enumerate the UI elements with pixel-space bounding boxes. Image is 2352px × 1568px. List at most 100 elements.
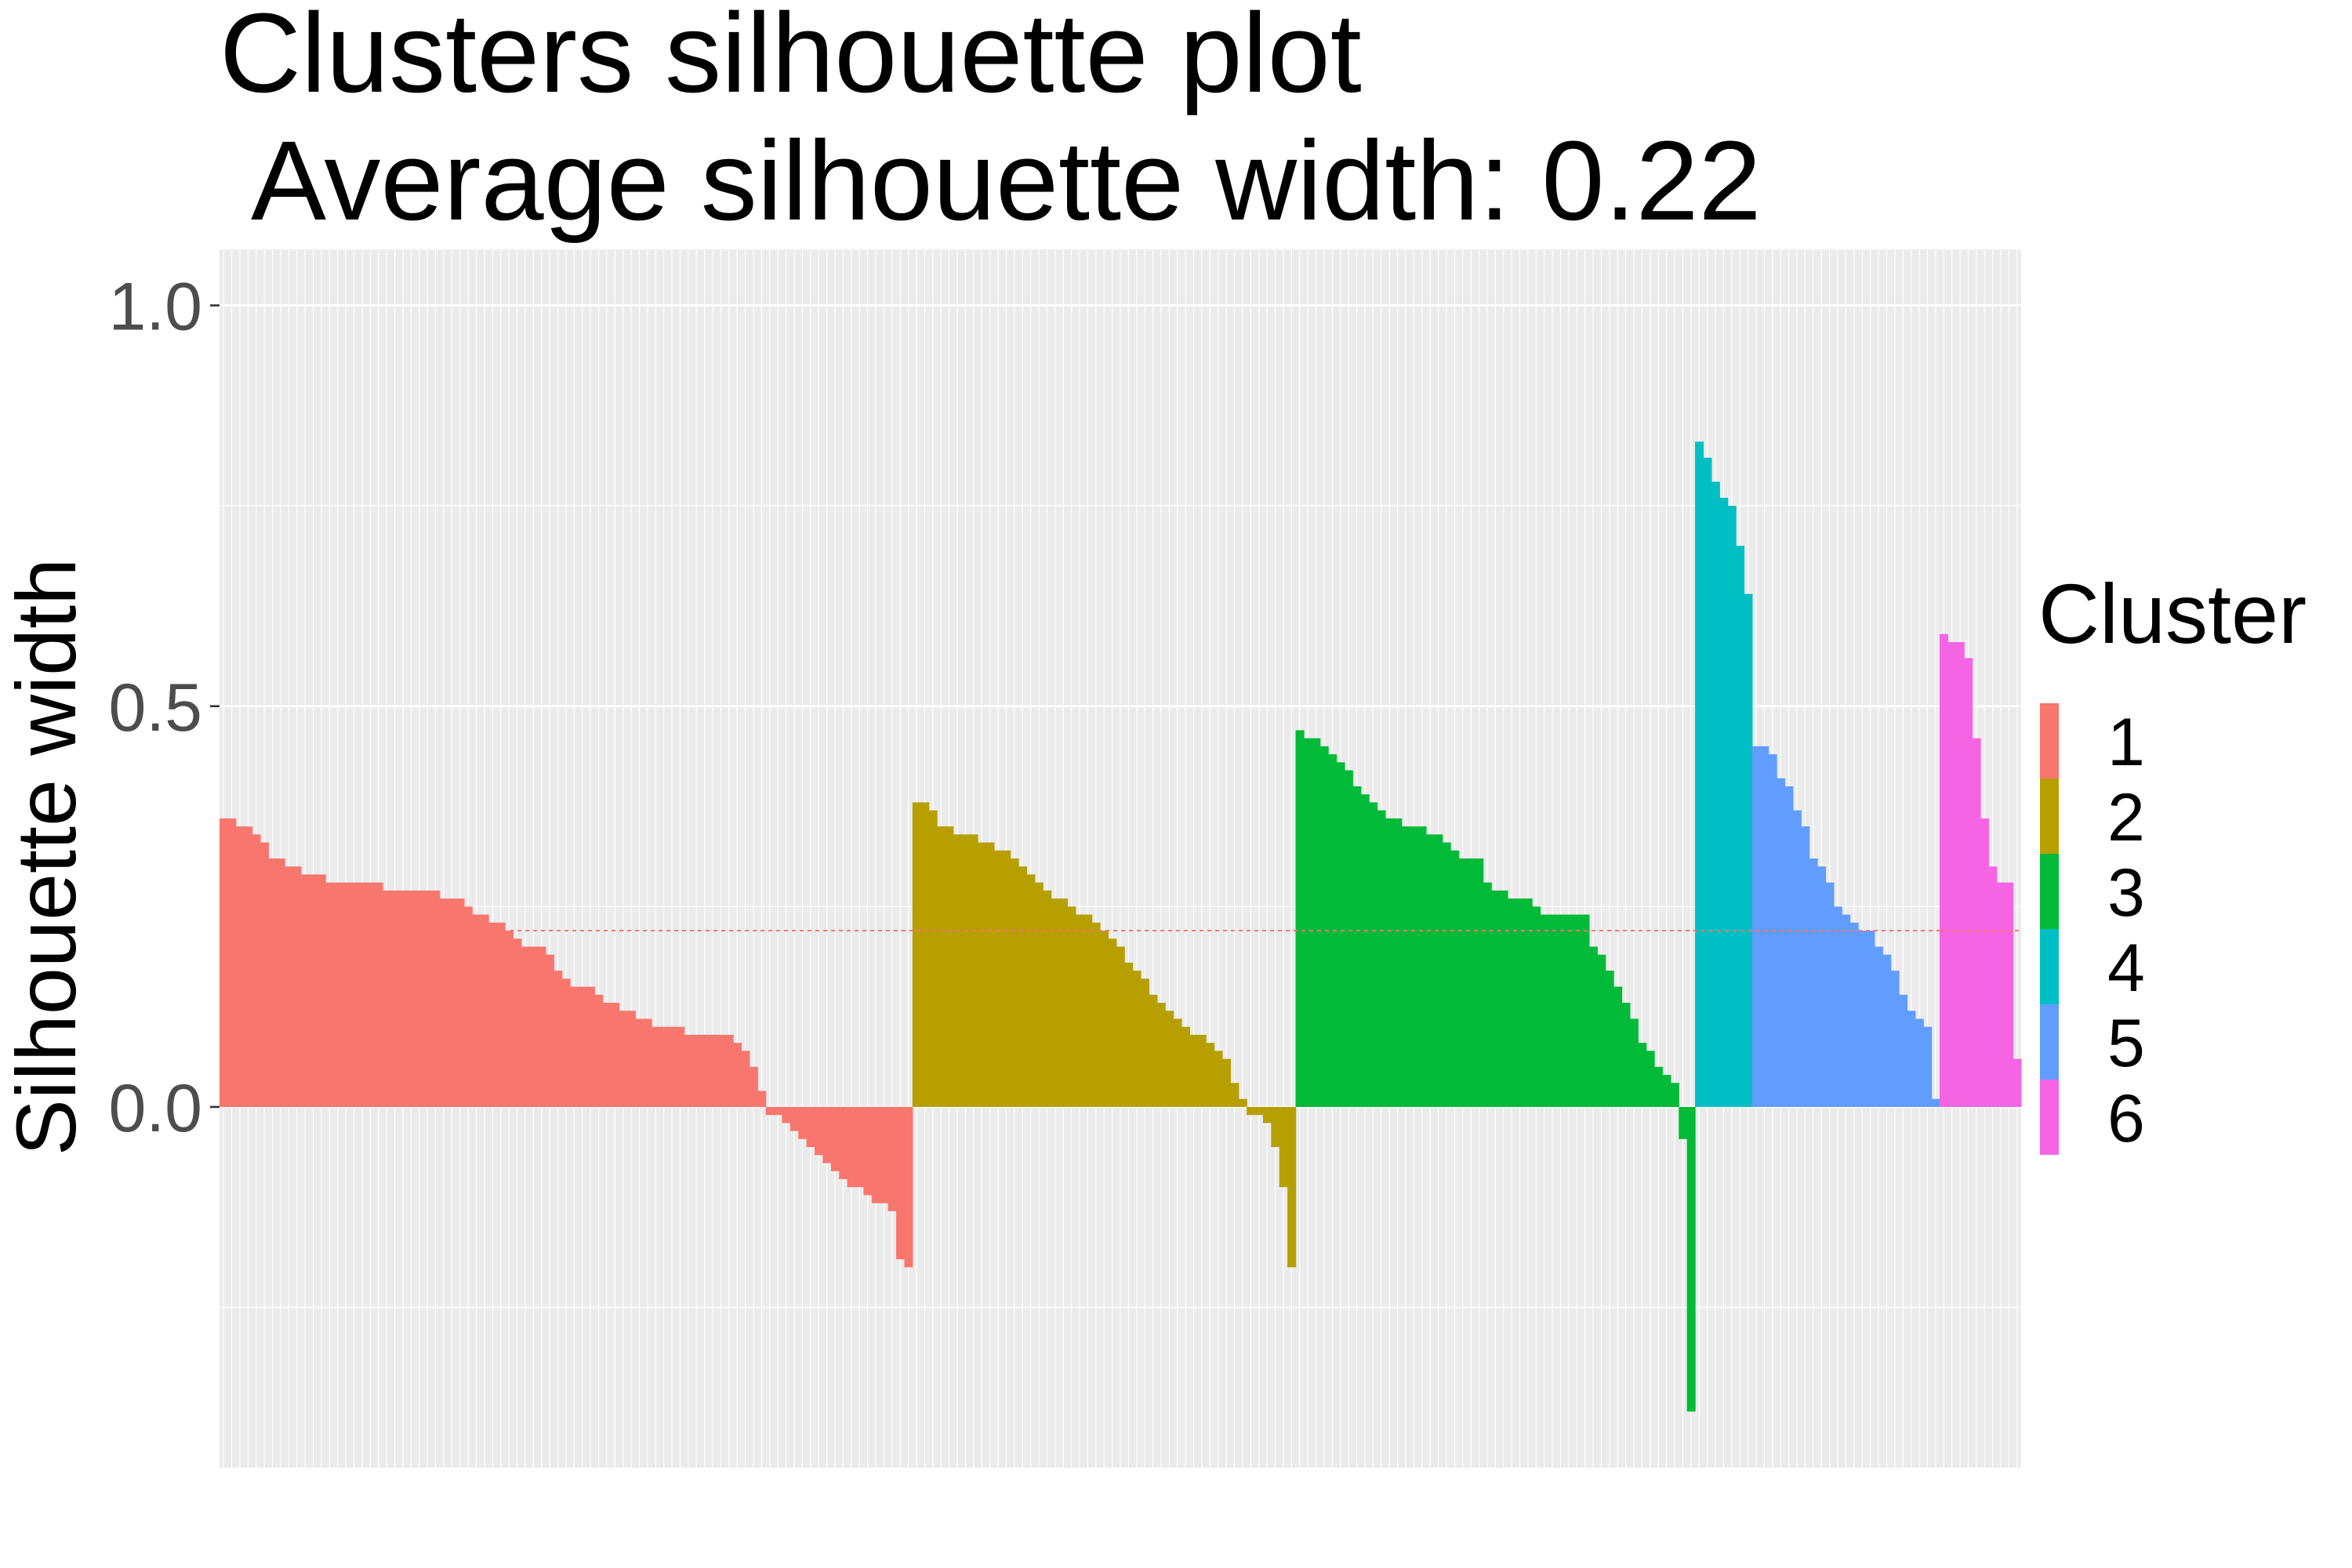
silhouette-bar-cluster-6 xyxy=(1940,633,1949,1107)
chart-subtitle: Average silhouette width: 0.22 xyxy=(251,118,1762,244)
silhouette-bar-cluster-5 xyxy=(1931,1098,1940,1107)
silhouette-bar-cluster-3 xyxy=(1646,1051,1655,1107)
legend-key-cluster-5 xyxy=(2040,1004,2059,1080)
silhouette-bar-cluster-1 xyxy=(602,1003,612,1107)
silhouette-bar-cluster-1 xyxy=(887,1106,897,1211)
silhouette-bar-cluster-3 xyxy=(1556,914,1566,1107)
silhouette-bar-cluster-2 xyxy=(1189,1034,1199,1107)
silhouette-bar-cluster-3 xyxy=(1450,850,1460,1107)
silhouette-bar-cluster-2 xyxy=(969,834,978,1107)
y-tick-label: 0.5 xyxy=(108,670,202,746)
legend-label-cluster-1: 1 xyxy=(2107,705,2145,780)
silhouette-bar-cluster-1 xyxy=(896,1106,906,1260)
silhouette-bar-cluster-1 xyxy=(398,890,408,1107)
silhouette-bar-cluster-4 xyxy=(1727,506,1737,1107)
silhouette-bar-cluster-1 xyxy=(439,898,448,1107)
silhouette-bar-cluster-2 xyxy=(1075,914,1084,1107)
silhouette-bar-cluster-1 xyxy=(652,1026,661,1107)
silhouette-bar-cluster-2 xyxy=(1059,898,1069,1107)
silhouette-bar-cluster-3 xyxy=(1458,858,1468,1107)
silhouette-bar-cluster-1 xyxy=(521,946,530,1107)
silhouette-bar-cluster-1 xyxy=(578,986,587,1107)
legend-label-cluster-4: 4 xyxy=(2107,931,2145,1006)
silhouette-bar-cluster-1 xyxy=(537,946,546,1107)
silhouette-bar-cluster-3 xyxy=(1654,1066,1664,1107)
silhouette-bar-cluster-5 xyxy=(1825,882,1835,1107)
silhouette-bar-cluster-6 xyxy=(1955,641,1965,1107)
silhouette-bar-cluster-2 xyxy=(1026,874,1036,1107)
silhouette-bar-cluster-1 xyxy=(741,1051,750,1107)
silhouette-bar-cluster-3 xyxy=(1581,914,1590,1107)
silhouette-bar-cluster-1 xyxy=(448,898,457,1107)
silhouette-bar-cluster-3 xyxy=(1442,842,1451,1107)
silhouette-bar-cluster-2 xyxy=(1100,931,1109,1107)
silhouette-bar-cluster-2 xyxy=(1197,1034,1207,1107)
silhouette-bar-cluster-1 xyxy=(480,914,489,1107)
silhouette-bar-cluster-4 xyxy=(1703,457,1712,1107)
silhouette-bar-cluster-1 xyxy=(554,971,563,1107)
legend-key-cluster-4 xyxy=(2040,929,2059,1004)
silhouette-bar-cluster-1 xyxy=(431,890,441,1107)
silhouette-bar-cluster-1 xyxy=(333,882,343,1107)
silhouette-bar-cluster-3 xyxy=(1319,746,1329,1107)
y-tick-label: 1.0 xyxy=(108,270,202,345)
silhouette-bar-cluster-1 xyxy=(839,1106,848,1179)
legend-label-cluster-2: 2 xyxy=(2107,780,2145,855)
silhouette-bar-cluster-5 xyxy=(1842,914,1851,1107)
silhouette-bar-cluster-1 xyxy=(684,1034,693,1107)
y-tick-label: 0.0 xyxy=(108,1071,202,1146)
silhouette-bar-cluster-5 xyxy=(1907,1011,1916,1107)
silhouette-bar-cluster-3 xyxy=(1434,834,1443,1107)
silhouette-bar-cluster-1 xyxy=(309,874,318,1107)
silhouette-bar-cluster-2 xyxy=(953,834,962,1107)
silhouette-bar-cluster-1 xyxy=(830,1106,840,1171)
silhouette-bar-cluster-6 xyxy=(1972,738,1981,1107)
silhouette-bar-cluster-1 xyxy=(300,874,310,1107)
silhouette-bar-cluster-3 xyxy=(1670,1083,1679,1107)
silhouette-bar-cluster-1 xyxy=(513,938,522,1107)
legend-key-cluster-2 xyxy=(2040,779,2059,854)
silhouette-bar-cluster-2 xyxy=(993,850,1003,1107)
silhouette-bar-cluster-1 xyxy=(260,842,269,1107)
silhouette-bar-cluster-1 xyxy=(749,1066,758,1107)
silhouette-bar-cluster-1 xyxy=(626,1011,636,1107)
silhouette-bar-cluster-3 xyxy=(1352,786,1362,1107)
silhouette-bar-cluster-1 xyxy=(407,890,416,1107)
silhouette-bar-cluster-1 xyxy=(643,1018,652,1107)
silhouette-bar-cluster-1 xyxy=(815,1106,824,1156)
silhouette-bar-cluster-1 xyxy=(317,874,326,1107)
silhouette-bar-cluster-5 xyxy=(1801,826,1810,1107)
silhouette-bar-cluster-3 xyxy=(1344,770,1353,1107)
silhouette-bar-cluster-2 xyxy=(961,834,971,1107)
silhouette-bar-cluster-3 xyxy=(1377,810,1386,1107)
silhouette-bar-cluster-1 xyxy=(692,1034,702,1107)
silhouette-bar-cluster-6 xyxy=(1964,658,1973,1107)
silhouette-bar-cluster-3 xyxy=(1385,818,1394,1107)
silhouette-bar-cluster-2 xyxy=(928,810,938,1107)
silhouette-bar-cluster-1 xyxy=(390,890,400,1107)
silhouette-bar-cluster-4 xyxy=(1695,441,1704,1107)
silhouette-bar-cluster-1 xyxy=(717,1034,726,1107)
silhouette-bar-cluster-5 xyxy=(1874,946,1883,1107)
silhouette-bar-cluster-3 xyxy=(1548,914,1557,1107)
silhouette-bar-cluster-1 xyxy=(782,1106,791,1123)
silhouette-bar-cluster-1 xyxy=(268,858,278,1107)
silhouette-bar-cluster-3 xyxy=(1629,1018,1639,1107)
silhouette-bar-cluster-1 xyxy=(594,994,604,1107)
silhouette-bar-cluster-3 xyxy=(1475,858,1484,1107)
silhouette-bar-cluster-1 xyxy=(822,1106,832,1163)
silhouette-bar-cluster-1 xyxy=(676,1026,685,1107)
silhouette-bar-cluster-4 xyxy=(1719,497,1729,1107)
silhouette-bar-cluster-3 xyxy=(1483,882,1492,1107)
silhouette-bar-cluster-1 xyxy=(570,986,579,1107)
silhouette-bar-cluster-2 xyxy=(920,802,930,1107)
silhouette-bar-cluster-6 xyxy=(2005,882,2014,1107)
silhouette-bar-cluster-2 xyxy=(1221,1058,1231,1107)
legend-key-cluster-1 xyxy=(2040,703,2059,779)
silhouette-bar-cluster-5 xyxy=(1849,922,1859,1107)
silhouette-bar-cluster-3 xyxy=(1621,1003,1631,1107)
silhouette-bar-cluster-2 xyxy=(1043,890,1052,1107)
silhouette-bar-cluster-5 xyxy=(1923,1026,1933,1107)
silhouette-bar-cluster-2 xyxy=(1271,1106,1280,1148)
silhouette-bar-cluster-1 xyxy=(774,1106,783,1116)
